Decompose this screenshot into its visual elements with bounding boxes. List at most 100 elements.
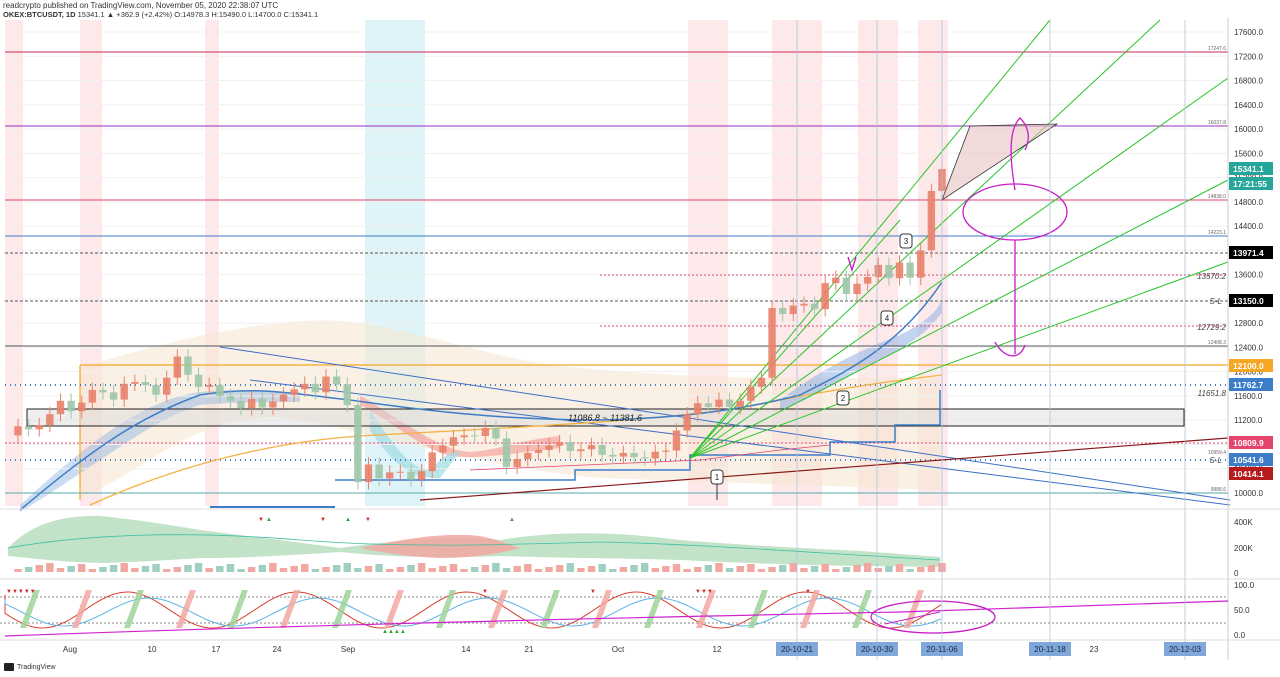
oscillator-stripe <box>436 590 456 628</box>
price-tick-label: 12800.0 <box>1234 319 1263 328</box>
volume-signal-triangles: ▼ ▲ ▼ ▲ ▼ ▲ <box>258 517 515 523</box>
date-tag-bg <box>921 642 963 656</box>
time-tick-label: 10 <box>148 645 157 654</box>
oscillator-red-line <box>4 591 942 629</box>
oscillator-magenta-line <box>4 600 1229 637</box>
svg-text:▼: ▼ <box>590 589 596 595</box>
candle-body <box>524 452 532 460</box>
wave-label-3: 3 <box>904 237 909 246</box>
price-tick-label: 16800.0 <box>1234 77 1263 86</box>
gann-fan <box>689 19 1229 459</box>
small-label-10959: 10959.4 <box>1208 450 1226 456</box>
vol-tick-400k: 400K <box>1234 518 1253 527</box>
wave-label-1: 1 <box>715 473 720 482</box>
price-tag-bg <box>1229 294 1273 307</box>
svg-text:▼: ▼ <box>805 589 811 595</box>
time-tick-label: Aug <box>63 645 77 654</box>
svg-text:▼: ▼ <box>482 589 488 595</box>
candle-body <box>609 454 617 457</box>
volume-bar <box>757 569 766 572</box>
candle-body <box>927 190 936 251</box>
time-tick-label: 23 <box>1090 645 1099 654</box>
oscillator-stripe <box>904 590 924 628</box>
volume-bar <box>375 564 383 572</box>
price-tag-label: 17:21:55 <box>1233 179 1267 189</box>
price-tick-label: 15600.0 <box>1234 149 1263 158</box>
blue-ribbon <box>20 390 300 512</box>
footer-brand: TradingView <box>4 663 56 671</box>
candle-body <box>662 450 670 452</box>
candle-body <box>332 376 341 385</box>
oscillator-stripe <box>20 590 40 628</box>
volume-bar <box>683 569 691 572</box>
price-tick-label: 14400.0 <box>1234 222 1263 231</box>
candle-body <box>906 262 914 278</box>
candle-body <box>566 442 574 452</box>
candle-body <box>301 383 309 390</box>
price-tag-bg <box>1229 177 1273 190</box>
oscillator-stripe <box>800 590 820 628</box>
volume-bar <box>386 569 394 572</box>
candle-body <box>470 435 479 437</box>
volume-bar <box>35 565 43 572</box>
candle-body <box>343 384 351 406</box>
time-tick-label: 21 <box>525 645 534 654</box>
volume-bar <box>778 565 787 572</box>
volume-bar <box>301 564 309 572</box>
candle-body <box>768 307 776 378</box>
osc-tick-50: 50.0 <box>1234 606 1250 615</box>
candle-body <box>672 430 681 451</box>
level-side-labels: 13570.2 12729.2 11651.8 S-L S-L <box>1197 272 1226 465</box>
volume-bar <box>502 568 511 572</box>
wave-label-2: 2 <box>841 394 846 403</box>
volume-bar <box>24 567 33 572</box>
volume-bar <box>715 563 723 572</box>
date-tag-bg <box>856 642 898 656</box>
blue-ribbon-2 <box>780 300 942 410</box>
candle-body <box>704 403 713 407</box>
candle-body <box>460 435 468 438</box>
oscillator-stripe <box>644 590 664 628</box>
volume-bar <box>906 569 914 572</box>
price-tag-label: 12100.0 <box>1233 361 1264 371</box>
volume-bar <box>492 563 500 572</box>
volume-bar <box>332 565 341 572</box>
volume-bar <box>895 564 904 572</box>
candle-body <box>874 264 882 278</box>
volume-bar <box>131 568 139 572</box>
candle-body <box>917 250 925 278</box>
volume-bar <box>863 563 872 572</box>
candle-body <box>640 457 649 459</box>
date-tag-bg <box>1164 642 1206 656</box>
candle-body <box>555 442 564 446</box>
price-tag-label: 10541.6 <box>1233 455 1264 465</box>
volume-bar <box>885 566 893 572</box>
price-tag-label: 13150.0 <box>1233 296 1264 306</box>
volume-bar <box>417 563 426 572</box>
price-tag-bg <box>1229 246 1273 259</box>
footer-brand-text: TradingView <box>17 663 56 671</box>
volume-bar <box>662 566 670 572</box>
volume-bar <box>269 563 277 572</box>
candle-body <box>694 403 702 415</box>
volume-bar <box>407 565 415 572</box>
volume-bar <box>67 566 75 572</box>
oscillator-signal-triangles: ▼▼▼▼▼ ▲▲▲▲ ▼ ▼ ▼▼▼ ▼ <box>6 589 811 635</box>
tradingview-logo-icon <box>4 663 14 671</box>
volume-bar <box>598 564 606 572</box>
volume-bar <box>747 564 755 572</box>
volume-bar <box>109 565 118 572</box>
candle-body <box>247 398 256 409</box>
price-tag-bg <box>1229 436 1273 449</box>
candle-body <box>789 305 798 315</box>
volume-bar <box>46 563 54 572</box>
volume-bar <box>545 567 553 572</box>
candle-body <box>417 471 426 480</box>
candle-body <box>99 389 107 393</box>
volume-bar <box>513 566 521 572</box>
price-tick-label: 17200.0 <box>1234 52 1263 61</box>
candle-body <box>386 472 394 479</box>
time-axis: Aug 10 17 24 Sep 14 21 Oct 12 23 20-10-21 20-10-30… <box>0 639 1280 656</box>
price-tick-label: 17600.0 <box>1234 28 1263 37</box>
